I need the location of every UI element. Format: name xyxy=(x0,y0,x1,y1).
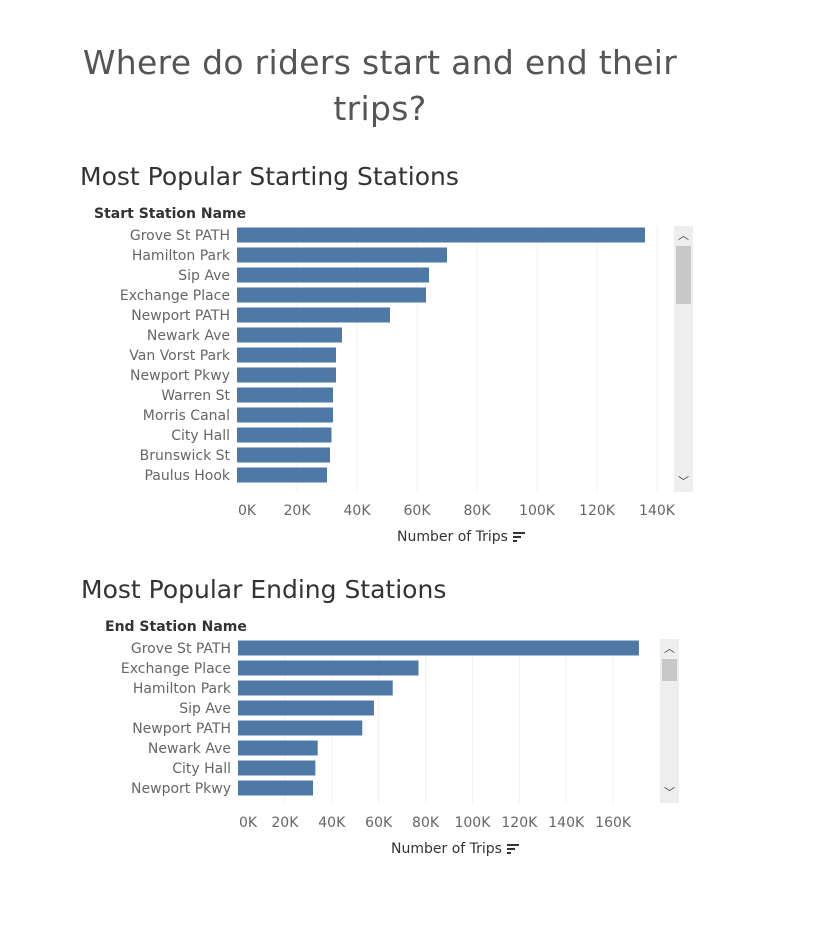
start-chart-title: Most Popular Starting Stations xyxy=(80,162,459,191)
end-bar xyxy=(238,780,314,796)
start-bar xyxy=(237,327,342,343)
start-category-label: Grove St PATH xyxy=(130,228,230,244)
start-category-label: Newport Pkwy xyxy=(130,368,230,384)
page-title: Where do riders start and end their trip… xyxy=(82,43,678,128)
start-bar xyxy=(237,227,645,243)
sort-descending-icon[interactable] xyxy=(506,844,519,854)
end-bar xyxy=(238,760,316,776)
end-category-label: Grove St PATH xyxy=(131,641,231,657)
end-chart-title: Most Popular Ending Stations xyxy=(81,575,447,604)
end-category-label: Newark Ave xyxy=(148,741,231,757)
start-bar xyxy=(237,307,390,323)
chevron-up-icon[interactable]: ︿ xyxy=(678,229,689,242)
end-bar xyxy=(238,640,639,656)
start-bar xyxy=(237,267,429,283)
start-bar xyxy=(237,427,332,443)
start-bar xyxy=(237,407,333,423)
end-category-label: Hamilton Park xyxy=(133,681,232,697)
end-category-label: Sip Ave xyxy=(179,701,231,717)
end-category-label: City Hall xyxy=(172,761,231,777)
start-bar xyxy=(237,367,336,383)
end-bar xyxy=(238,680,393,696)
start-x-tick-label: 0K xyxy=(238,503,257,519)
end-category-label: Exchange Place xyxy=(121,661,231,677)
end-bar xyxy=(238,660,419,676)
start-x-axis-label: Number of Trips xyxy=(397,529,508,545)
start-x-tick-label: 40K xyxy=(344,503,372,519)
end-x-tick-label: 20K xyxy=(271,815,299,831)
end-x-tick-label: 0K xyxy=(239,815,258,831)
start-category-label: Exchange Place xyxy=(120,288,230,304)
start-category-label: Hamilton Park xyxy=(132,248,231,264)
start-x-tick-label: 120K xyxy=(579,503,616,519)
start-bar xyxy=(237,247,447,263)
start-category-label: Newport PATH xyxy=(131,308,230,324)
start-x-tick-label: 80K xyxy=(464,503,492,519)
start-dimension-header: Start Station Name xyxy=(94,206,247,222)
start-category-label: Warren St xyxy=(161,388,230,404)
end-x-tick-label: 40K xyxy=(318,815,346,831)
end-x-tick-label: 160K xyxy=(595,815,632,831)
end-category-label: Newport Pkwy xyxy=(131,781,231,797)
sort-descending-icon[interactable] xyxy=(512,532,525,542)
end-bar xyxy=(238,700,374,716)
start-x-tick-label: 20K xyxy=(284,503,312,519)
end-category-label: Newport PATH xyxy=(132,721,231,737)
start-category-label: Van Vorst Park xyxy=(129,348,231,364)
start-category-label: Brunswick St xyxy=(140,448,231,464)
start-category-label: City Hall xyxy=(171,428,230,444)
end-x-tick-label: 140K xyxy=(548,815,585,831)
end-chart-scroll-thumb[interactable] xyxy=(662,659,677,681)
end-x-tick-label: 120K xyxy=(501,815,538,831)
end-x-axis-title[interactable]: Number of Trips xyxy=(391,841,519,857)
start-bar xyxy=(237,387,333,403)
end-x-tick-label: 100K xyxy=(454,815,491,831)
chevron-down-icon[interactable]: ﹀ xyxy=(678,475,689,488)
start-bar xyxy=(237,287,426,303)
start-category-label: Paulus Hook xyxy=(144,468,230,484)
end-bar xyxy=(238,740,318,756)
start-category-label: Morris Canal xyxy=(143,408,230,424)
start-category-label: Newark Ave xyxy=(147,328,230,344)
end-chart-scrollbar[interactable]: ︿ ﹀ xyxy=(660,639,679,803)
end-x-tick-label: 80K xyxy=(412,815,440,831)
start-x-axis-title[interactable]: Number of Trips xyxy=(397,529,525,545)
start-x-tick-label: 140K xyxy=(639,503,676,519)
chevron-up-icon[interactable]: ︿ xyxy=(664,642,675,655)
start-bar xyxy=(237,467,327,483)
start-bar xyxy=(237,447,330,463)
start-x-tick-label: 100K xyxy=(519,503,556,519)
end-dimension-header: End Station Name xyxy=(105,619,247,635)
end-x-tick-label: 60K xyxy=(365,815,393,831)
end-bar xyxy=(238,720,363,736)
chevron-down-icon[interactable]: ﹀ xyxy=(664,786,675,799)
end-x-axis-label: Number of Trips xyxy=(391,841,502,857)
start-category-label: Sip Ave xyxy=(178,268,230,284)
start-x-tick-label: 60K xyxy=(404,503,432,519)
start-bar xyxy=(237,347,336,363)
start-chart-scroll-thumb[interactable] xyxy=(676,246,691,304)
start-chart-scrollbar[interactable]: ︿ ﹀ xyxy=(674,226,693,492)
